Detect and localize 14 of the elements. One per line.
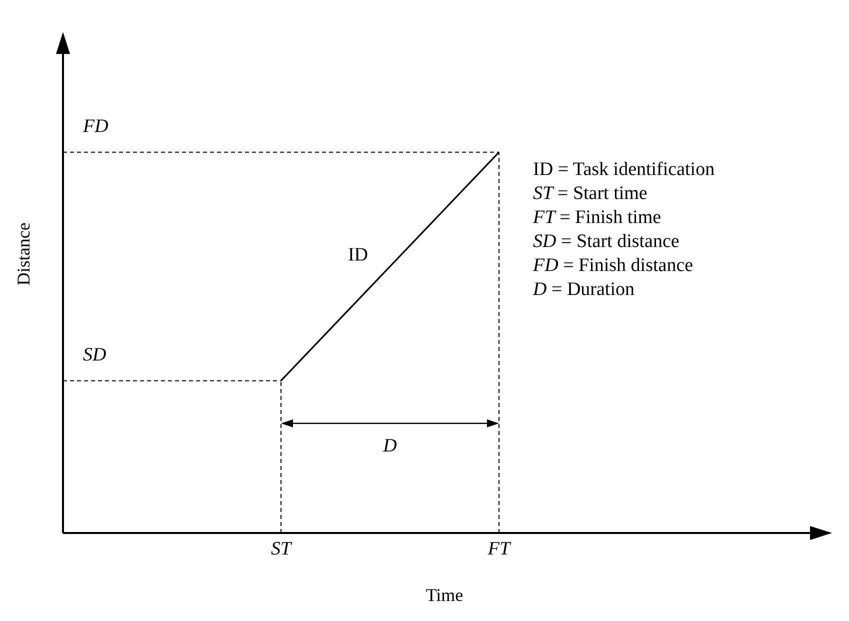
annotation: D: [382, 435, 398, 456]
annotation: D = Duration: [533, 279, 634, 300]
annotation: FD = Finish distance: [533, 255, 694, 276]
annotation: ID = Task identification: [533, 159, 715, 180]
ref-line-label: SD: [83, 344, 106, 366]
x-tick-label: ST: [270, 538, 292, 560]
y-axis-title: Distance: [13, 222, 34, 286]
ref-line-label: FD: [82, 116, 109, 138]
x-axis-title: Time: [426, 585, 464, 605]
annotation: SD = Start distance: [533, 231, 680, 252]
annotation: FT = Finish time: [533, 207, 662, 228]
series-label: ID: [348, 244, 368, 266]
x-tick-label: FT: [486, 538, 512, 560]
annotation: ST = Start time: [533, 183, 648, 204]
